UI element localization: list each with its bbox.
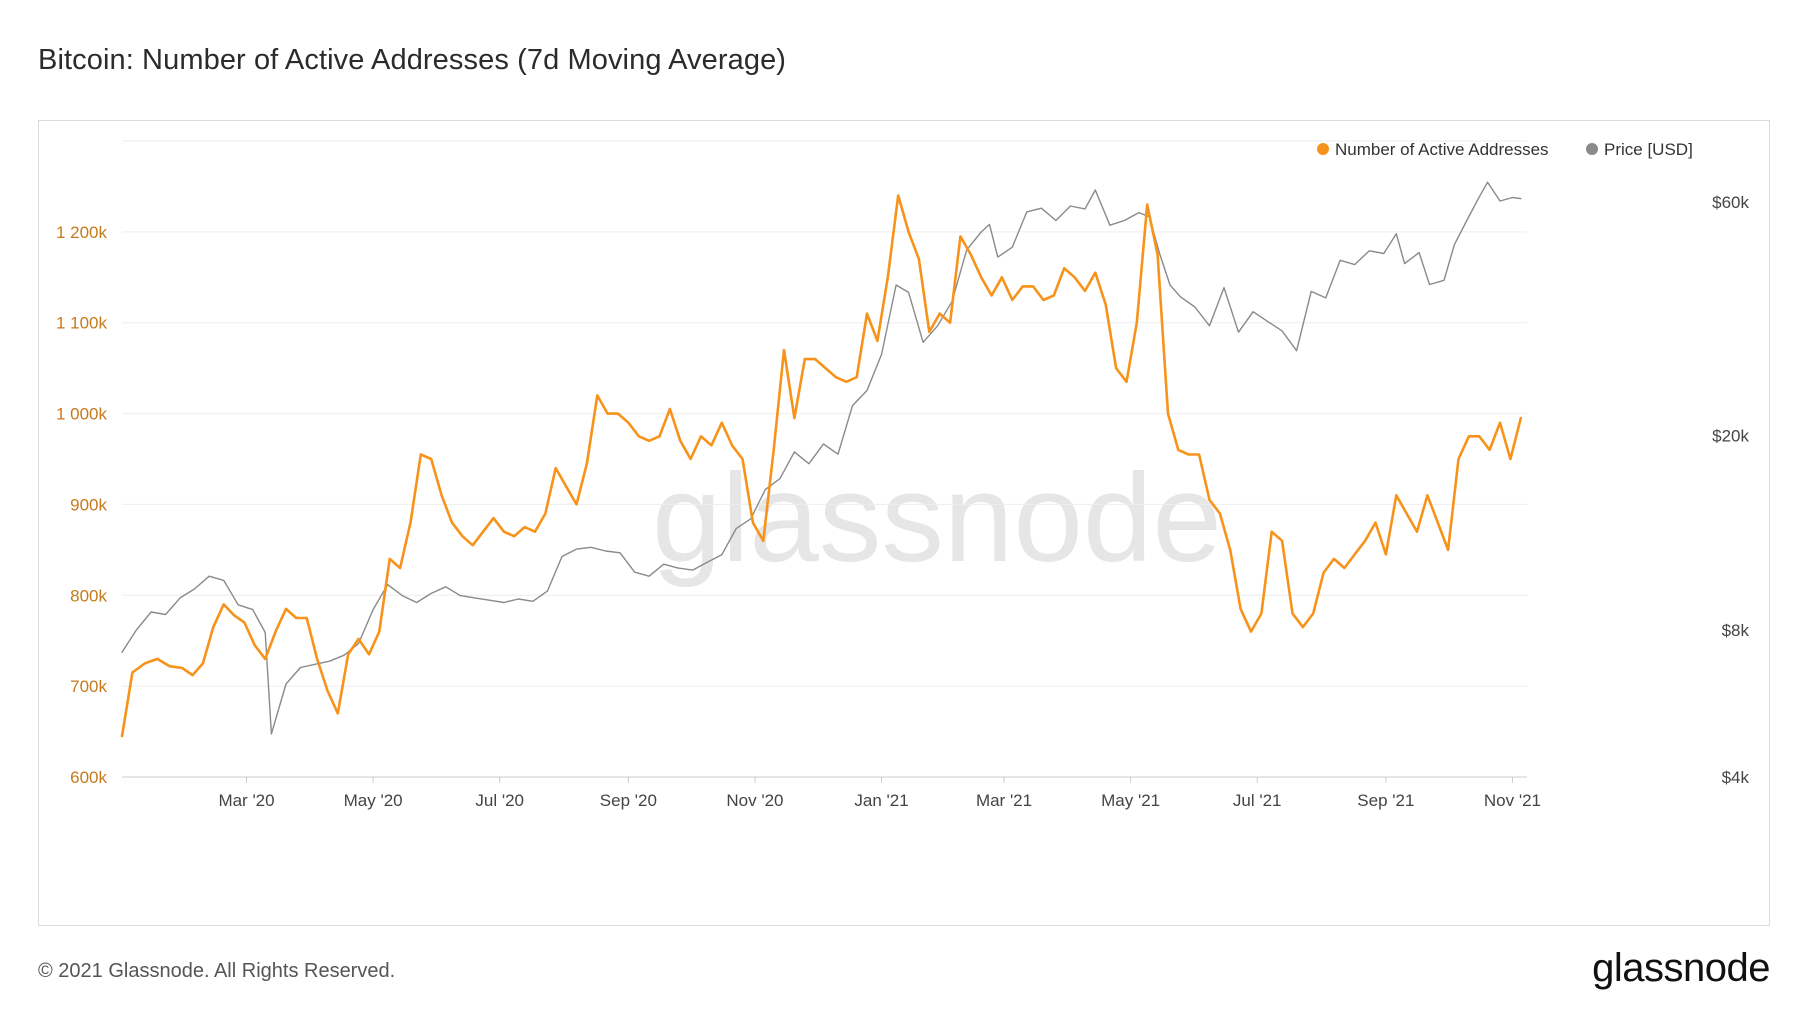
- legend-item-price[interactable]: Price [USD]: [1586, 140, 1693, 159]
- x-tick-label: Jul '21: [1233, 791, 1282, 810]
- legend-label-price: Price [USD]: [1604, 140, 1693, 159]
- legend-dot-addresses: [1317, 143, 1329, 155]
- chart-panel: glassnode 600k 700k 800k 900k 1 000k 1 100k 1 …: [38, 120, 1770, 926]
- x-tick-label: Jul '20: [475, 791, 524, 810]
- x-tick-label: Jan '21: [854, 791, 908, 810]
- left-tick-label: 700k: [70, 677, 107, 696]
- left-tick-label: 900k: [70, 495, 107, 514]
- page-title: Bitcoin: Number of Active Addresses (7d …: [38, 44, 787, 76]
- legend-dot-price: [1586, 143, 1598, 155]
- x-tick-label: Mar '20: [218, 791, 274, 810]
- legend-item-addresses[interactable]: Number of Active Addresses: [1317, 140, 1549, 159]
- x-axis: Mar '20 May '20 Jul '20 Sep '20 Nov '20 Jan '…: [122, 776, 1541, 810]
- price-series-line: [121, 181, 1522, 735]
- left-tick-label: 1 100k: [56, 314, 108, 333]
- right-axis: $4k $8k $20k $60k: [1712, 193, 1749, 787]
- right-tick-label: $20k: [1712, 426, 1749, 445]
- left-tick-label: 1 000k: [56, 405, 108, 424]
- right-tick-label: $8k: [1722, 621, 1750, 640]
- x-tick-label: Nov '20: [726, 791, 783, 810]
- left-axis: 600k 700k 800k 900k 1 000k 1 100k 1 200k: [56, 223, 108, 787]
- x-tick-label: Sep '21: [1357, 791, 1414, 810]
- x-tick-label: Nov '21: [1484, 791, 1541, 810]
- chart-svg: glassnode 600k 700k 800k 900k 1 000k 1 100k 1 …: [56, 140, 1750, 810]
- grid: [122, 140, 1527, 778]
- legend-label-addresses: Number of Active Addresses: [1335, 140, 1549, 159]
- x-tick-label: Mar '21: [976, 791, 1032, 810]
- copyright-text: © 2021 Glassnode. All Rights Reserved.: [38, 960, 396, 982]
- x-tick-label: May '21: [1101, 791, 1160, 810]
- right-tick-label: $60k: [1712, 193, 1749, 212]
- right-tick-label: $4k: [1722, 768, 1750, 787]
- left-tick-label: 800k: [70, 586, 107, 605]
- left-tick-label: 1 200k: [56, 223, 108, 242]
- glassnode-logo[interactable]: glassnode: [1592, 946, 1770, 990]
- watermark: glassnode: [652, 449, 1222, 588]
- series-layer: [120, 181, 1523, 738]
- x-tick-label: Sep '20: [600, 791, 657, 810]
- active-addresses-series-line: [120, 194, 1523, 738]
- legend[interactable]: Number of Active Addresses Price [USD]: [1317, 140, 1693, 159]
- x-tick-label: May '20: [344, 791, 403, 810]
- left-tick-label: 600k: [70, 768, 107, 787]
